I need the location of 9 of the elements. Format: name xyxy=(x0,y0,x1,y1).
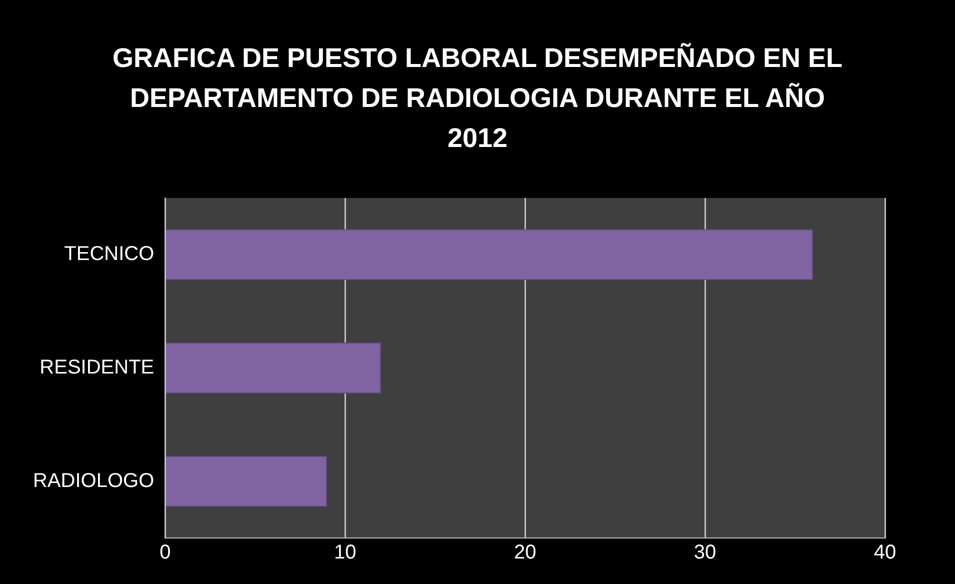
x-tick-label: 0 xyxy=(160,542,171,564)
x-tick-label: 40 xyxy=(874,542,896,564)
x-tick-label: 30 xyxy=(694,542,716,564)
y-tick-label: RESIDENTE xyxy=(40,356,154,379)
x-tick-label: 10 xyxy=(334,542,356,564)
x-tick-label: 20 xyxy=(514,542,536,564)
y-tick-label: TECNICO xyxy=(64,243,154,266)
y-tick-label: RADIOLOGO xyxy=(32,470,154,492)
chart-title: GRAFICA DE PUESTO LABORAL DESEMPEÑADO EN EL DEPARTAMENTO DE RADIOLOGIA DURANTE EL AÑO 2012 xyxy=(111,42,844,155)
